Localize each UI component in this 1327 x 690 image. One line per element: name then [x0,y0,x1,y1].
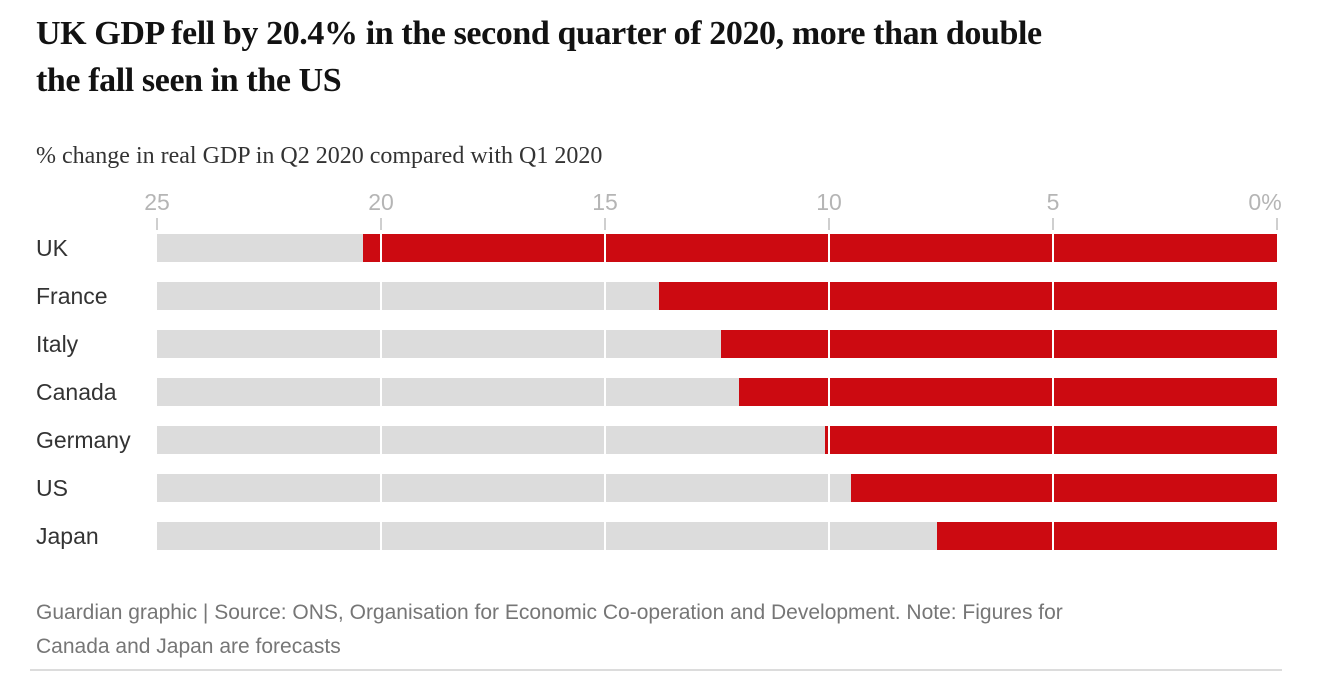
bar-rows: UK France Italy Canada Germany US [36,234,1277,550]
bar-track [157,474,1277,502]
bar-row-italy: Italy [36,330,1277,358]
bar-fill [936,522,1277,550]
bar-fill [363,234,1277,262]
bottom-divider [30,669,1282,671]
bar-row-japan: Japan [36,522,1277,550]
bar-row-france: France [36,282,1277,310]
row-label: Japan [36,523,99,549]
bar-fill [721,330,1277,358]
bar-fill [739,378,1277,406]
source-note-line-2: Canada and Japan are forecasts [36,635,341,658]
axis-tick-mark [604,218,606,230]
axis-tick-label: 20 [368,189,394,215]
x-axis: 25 20 15 10 5 0% [144,189,1282,234]
bar-track [157,234,1277,262]
row-label: Germany [36,427,131,453]
axis-tick-label: 25 [144,189,170,215]
bar-fill [658,282,1277,310]
bar-track [157,282,1277,310]
bar-row-us: US [36,474,1277,502]
row-label: US [36,475,68,501]
row-label: Canada [36,379,117,405]
bar-track [157,426,1277,454]
bar-chart: 25 20 15 10 5 0% [36,189,1282,550]
bar-track [157,522,1277,550]
bar-fill [851,474,1277,502]
row-label: Italy [36,331,79,357]
axis-tick-mark [828,218,830,230]
axis-tick-label: 5 [1046,189,1060,215]
axis-tick-mark [156,218,158,230]
headline-line-2: the fall seen in the US [36,62,342,99]
row-label: UK [36,235,68,261]
axis-tick-label: 15 [592,189,618,215]
headline-line-1: UK GDP fell by 20.4% in the second quart… [36,15,1042,52]
axis-tick-label: 10 [816,189,842,215]
page-title: UK GDP fell by 20.4% in the second quart… [36,10,1286,104]
bar-track [157,330,1277,358]
bar-row-germany: Germany [36,426,1277,454]
axis-tick-mark [1052,218,1054,230]
chart-subtitle: % change in real GDP in Q2 2020 compared… [36,143,603,169]
axis-tick-label: 0% [1248,189,1282,215]
axis-tick-mark [380,218,382,230]
bar-row-canada: Canada [36,378,1277,406]
axis-tick-mark [1276,218,1278,230]
bar-row-uk: UK [36,234,1277,262]
bar-fill [824,426,1277,454]
row-label: France [36,283,108,309]
source-note: Guardian graphic | Source: ONS, Organisa… [36,596,1286,664]
bar-track [157,378,1277,406]
source-note-line-1: Guardian graphic | Source: ONS, Organisa… [36,601,1063,624]
